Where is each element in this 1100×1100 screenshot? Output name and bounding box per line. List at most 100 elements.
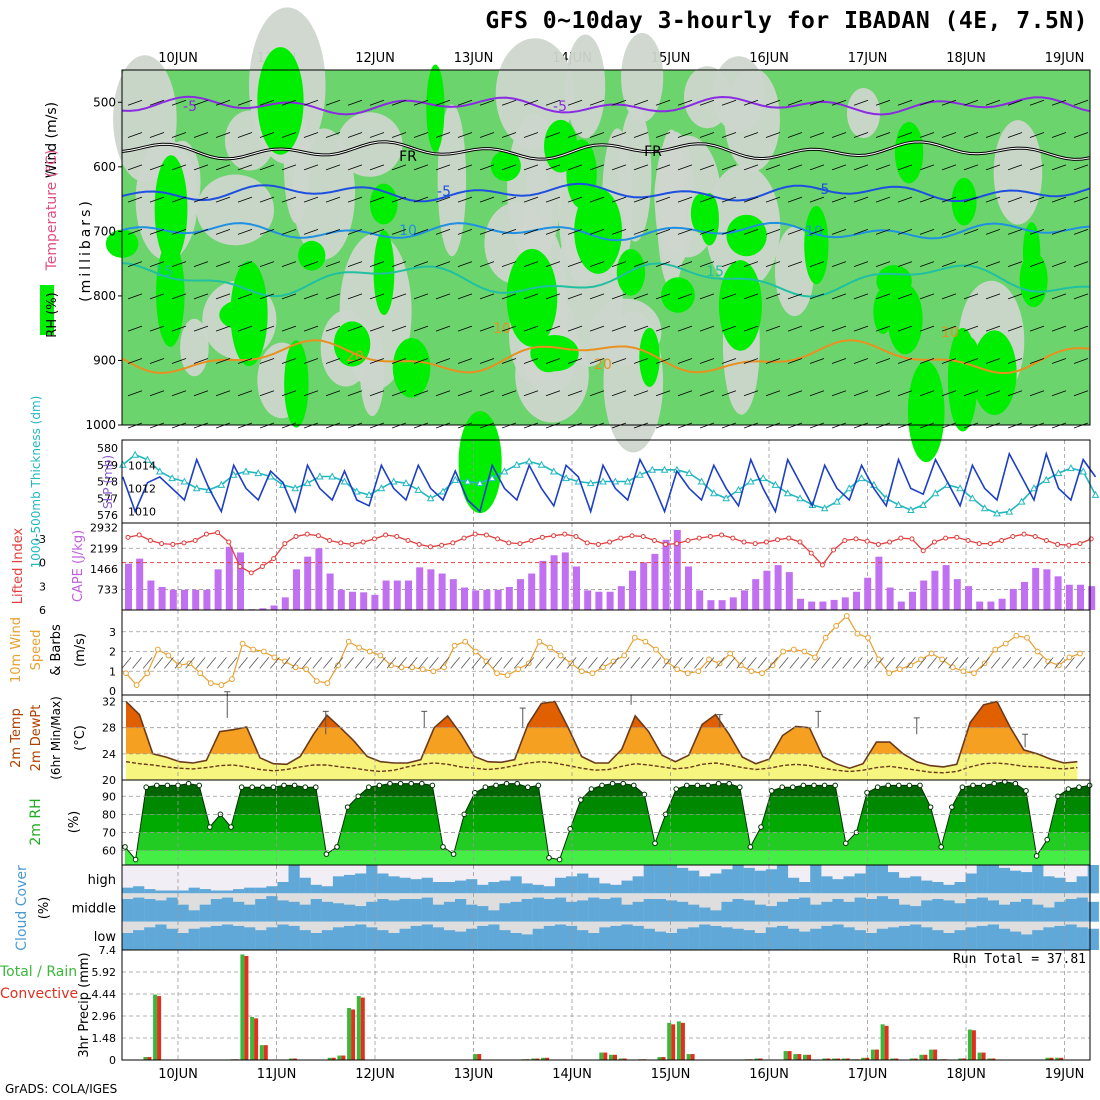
wind-barb — [369, 358, 385, 364]
thickness-point — [599, 477, 607, 485]
wind-barb — [303, 325, 319, 332]
date-label-bottom: 18JUN — [946, 1067, 986, 1082]
wind-barb-10m — [906, 657, 916, 669]
cloud-bar-low — [632, 925, 644, 950]
wind-barb — [391, 261, 407, 268]
wind-speed-point — [356, 644, 363, 651]
wind-barb — [149, 164, 165, 171]
cloud-bar-high — [599, 883, 611, 894]
wind-barb-10m — [598, 657, 609, 669]
wind-barb — [259, 99, 275, 106]
cloud-bar-low — [1065, 924, 1077, 950]
lifted-index-point — [842, 537, 848, 543]
rh2m-point — [652, 840, 658, 847]
cloud-bar-low — [588, 933, 600, 950]
wind-barb — [787, 293, 803, 300]
cloud-bar-low — [233, 925, 245, 950]
cloud-bar-middle — [854, 897, 866, 922]
wind-barb — [281, 325, 297, 332]
wind-barb — [1073, 196, 1089, 203]
lifted-index-point — [831, 547, 837, 553]
rh2m-point — [122, 844, 128, 850]
wind-barb — [545, 390, 561, 397]
slp-line — [122, 451, 1097, 515]
lifted-index-point — [416, 541, 422, 547]
cloud-bar-high — [321, 886, 333, 894]
wind-barb — [369, 132, 385, 138]
wind-barb — [919, 196, 935, 203]
lifted-index-point — [898, 535, 904, 541]
cloud-bar-middle — [1076, 897, 1088, 922]
rh2m-point — [959, 784, 966, 791]
wind-barb — [413, 261, 429, 268]
wind-barb — [919, 358, 935, 364]
precip-total-bar — [609, 1054, 613, 1060]
wind-barb — [919, 390, 935, 397]
wind-barb-10m — [704, 657, 715, 669]
cloud-bar-middle — [887, 899, 900, 922]
cape-bar — [1054, 576, 1062, 610]
thickness-point — [980, 504, 989, 512]
cloud-bar-low — [122, 933, 134, 950]
wind-barb-10m — [471, 657, 482, 669]
wind-speed-point — [462, 638, 469, 645]
thickness-point — [537, 460, 546, 468]
rh2m-point — [832, 782, 839, 789]
precip-total-bar — [337, 1055, 342, 1060]
wind-barb — [479, 390, 495, 397]
wind-barb — [1051, 261, 1067, 268]
lifted-index-point — [349, 541, 355, 547]
lifted-index-point — [595, 541, 601, 547]
cloud-bar-middle — [998, 904, 1011, 922]
wind-barb — [1007, 325, 1023, 332]
wind-barb — [567, 293, 583, 300]
wind-barb-10m — [132, 657, 142, 669]
precip-convective-bar — [341, 1055, 346, 1060]
lifted-index-point — [775, 537, 781, 543]
precip-convective-bar — [797, 1054, 802, 1060]
lifted-index-point — [237, 564, 243, 570]
wind-speed-point — [250, 646, 257, 653]
thickness-point — [833, 497, 841, 505]
cloud-bar-low — [532, 928, 544, 950]
rh2m-point — [599, 782, 605, 789]
wind-barb — [1073, 228, 1089, 235]
wind-barb — [1029, 164, 1045, 171]
wind-barb — [743, 228, 759, 235]
wind-barb — [215, 164, 231, 171]
thickness-point — [340, 477, 349, 485]
cape-bar — [304, 556, 312, 610]
rh-moist-patch — [907, 361, 945, 463]
wind-barb — [611, 99, 627, 106]
wind-barb-10m — [789, 657, 800, 669]
ylabel-barbs: & Barbs — [49, 624, 64, 676]
wind-barb — [1029, 132, 1045, 138]
wind-barb-10m — [980, 657, 990, 669]
thickness-point — [254, 469, 263, 477]
wind-barb — [325, 196, 341, 203]
cloud-bar-low — [754, 933, 766, 950]
wind-speed-point — [780, 648, 787, 655]
wind-barb — [831, 196, 847, 203]
wind-speed-point — [557, 652, 564, 659]
y-tick-label: 900 — [93, 353, 116, 367]
wind-barb — [677, 261, 693, 268]
wind-barb — [435, 228, 451, 235]
cape-bar — [382, 580, 390, 610]
cloud-bar-low — [466, 928, 478, 950]
rh2m-point — [450, 851, 457, 857]
cloud-bar-high — [521, 883, 533, 894]
precip-convective-bar — [913, 1058, 918, 1060]
wind-barb — [897, 196, 913, 203]
wind-barb-10m — [206, 657, 217, 669]
wind-barb — [523, 325, 539, 332]
slp-tick-label: 1012 — [128, 482, 156, 495]
wind-barb-10m — [227, 657, 238, 669]
cape-bar — [998, 598, 1006, 610]
cape-bar — [853, 591, 860, 610]
rh-moist-patch — [804, 206, 829, 285]
wind-barb — [259, 228, 275, 235]
precip-total-bar — [909, 1058, 914, 1060]
wind-barb — [677, 196, 693, 203]
wind-speed-point — [207, 680, 214, 687]
